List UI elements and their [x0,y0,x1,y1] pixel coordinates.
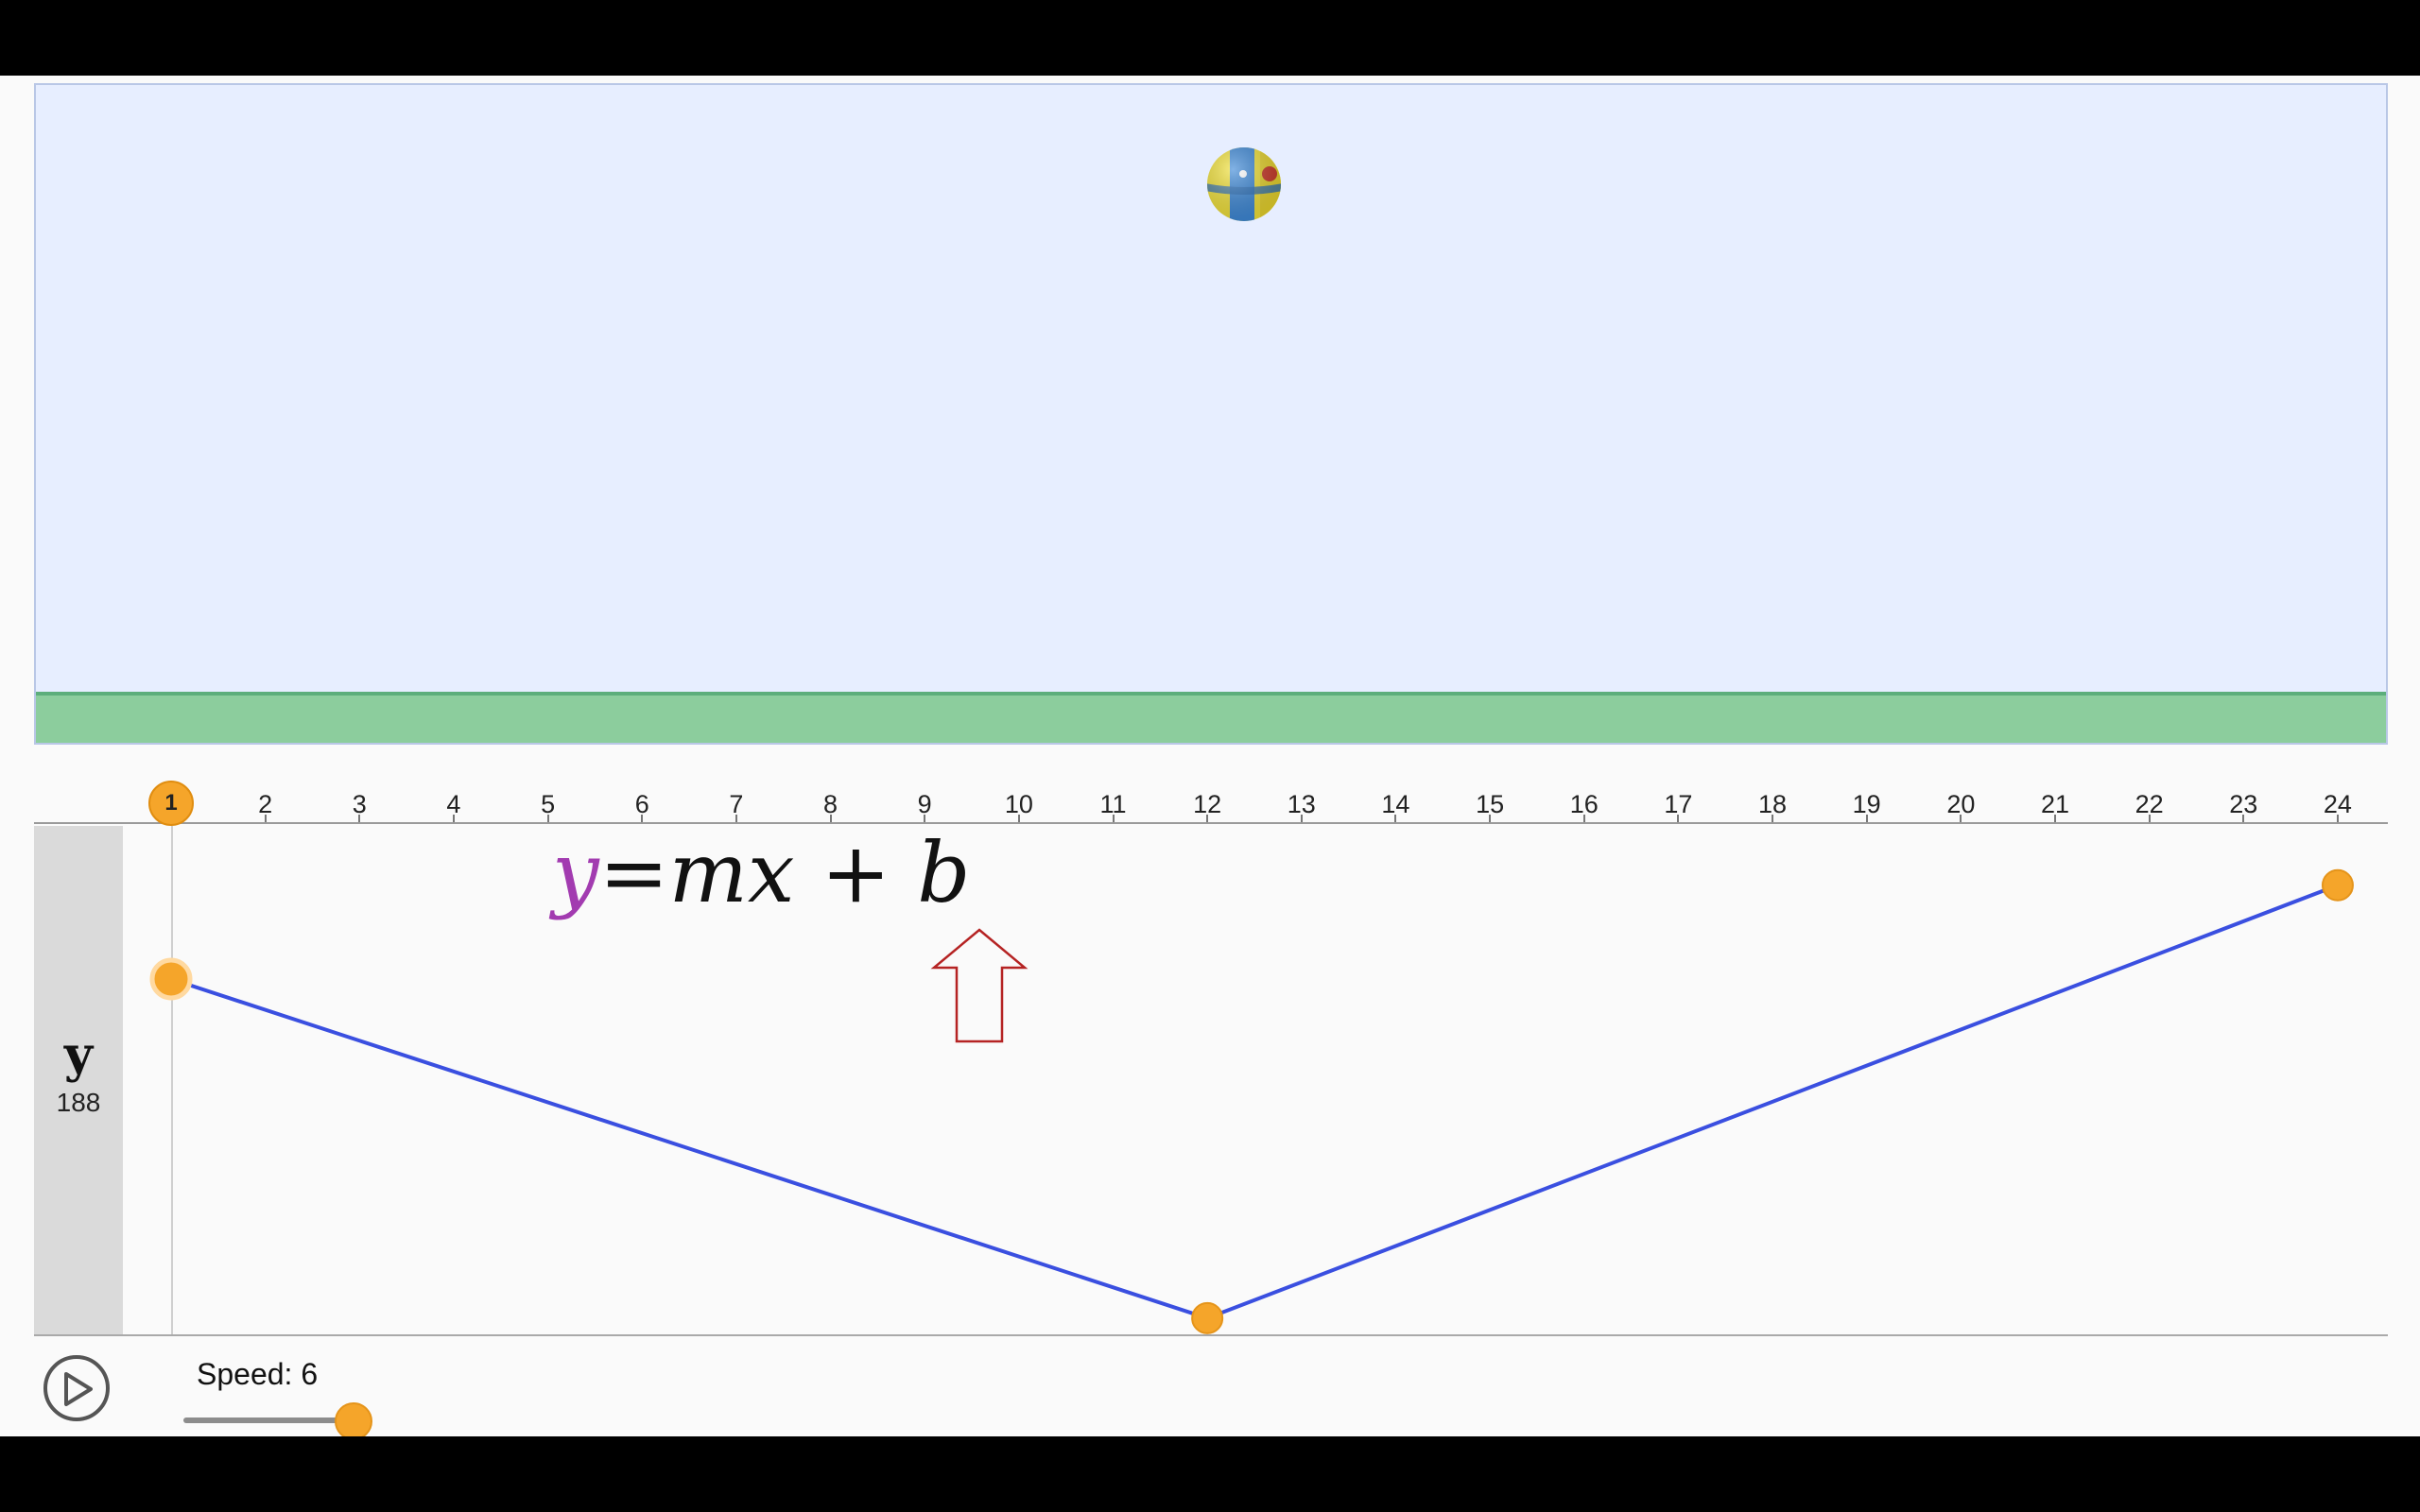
frame-tick-mark [1300,815,1303,822]
frame-ruler[interactable]: 2 3 4 5 6 7 8 9 10 11 12 13 14 15 16 17 18 19 20 21 22 23 24 1 [34,777,2388,826]
frame-tick-mark [735,815,737,822]
frame-tick-label[interactable]: 22 [2135,790,2164,818]
property-track[interactable]: y 188 y=mx + b [34,826,2388,1336]
frame-tick-label[interactable]: 8 [823,790,838,818]
beach-ball-icon [1207,147,1281,221]
frame-tick-label[interactable]: 24 [2323,790,2352,818]
speed-slider[interactable] [183,1402,372,1436]
equation-mx: =mx [599,826,795,921]
track-property-value: 188 [56,1088,101,1117]
play-icon [64,1372,93,1406]
current-frame-indicator[interactable]: 1 [148,781,194,826]
frame-tick-label[interactable]: 14 [1381,790,1410,818]
frame-tick-label[interactable]: 4 [446,790,461,818]
frame-tick-mark [1865,815,1868,822]
equation-b: + b [795,826,971,921]
frame-tick-label[interactable]: 10 [1004,790,1033,818]
keyframe-point[interactable] [1191,1301,1224,1334]
frame-tick-mark [546,815,549,822]
keyframe-point[interactable] [149,957,193,1001]
frame-tick-label[interactable]: 13 [1287,790,1316,818]
frame-tick-mark [1394,815,1397,822]
keyframe-point[interactable] [2321,868,2354,902]
equation-y: y [548,826,600,921]
frame-tick-mark [1112,815,1115,822]
frame-tick-mark [452,815,455,822]
speed-slider-track [183,1418,354,1423]
frame-tick-label[interactable]: 2 [258,790,273,818]
frame-tick-label[interactable]: 23 [2229,790,2258,818]
frame-tick-label[interactable]: 9 [917,790,932,818]
frame-tick-mark [1206,815,1209,822]
frame-tick-mark [1489,815,1492,822]
handwritten-annotation: y=mx + b [548,826,1028,1043]
frame-tick-mark [1582,815,1585,822]
track-property-name: y [63,1026,94,1084]
frame-tick-mark [829,815,832,822]
speed-slider-handle[interactable] [335,1402,372,1436]
play-button[interactable] [43,1355,110,1421]
frame-tick-label[interactable]: 21 [2040,790,2070,818]
frame-tick-mark [2336,815,2339,822]
frame-tick-mark [1017,815,1020,822]
letterbox-bar [0,1436,2420,1512]
speed-label: Speed: 6 [197,1357,319,1391]
frame-tick-label[interactable]: 3 [352,790,367,818]
frame-tick-mark [924,815,926,822]
frame-tick-mark [641,815,644,822]
frame-tick-label[interactable]: 18 [1758,790,1788,818]
frame-tick-label[interactable]: 6 [634,790,649,818]
frame-tick-label[interactable]: 5 [541,790,556,818]
frame-tick-label[interactable]: 20 [1946,790,1976,818]
frame-tick-mark [358,815,361,822]
frame-tick-mark [1772,815,1774,822]
frame-tick-label[interactable]: 11 [1099,790,1127,818]
track-line [170,883,2339,1321]
frame-tick-mark [1677,815,1680,822]
track-label: y 188 [34,826,123,1334]
frame-tick-label[interactable]: 7 [729,790,744,818]
frame-tick-label[interactable]: 15 [1476,790,1505,818]
svg-text:y=mx + b: y=mx + b [548,826,971,921]
frame-tick-mark [264,815,267,822]
frame-tick-mark [2242,815,2245,822]
ball[interactable] [1205,146,1283,223]
playback-controls: Speed: 6 [0,1338,2420,1436]
animation-editor: 2 3 4 5 6 7 8 9 10 11 12 13 14 15 16 17 18 19 20 21 22 23 24 1… [0,76,2420,1436]
frame-tick-mark [2148,815,2151,822]
up-arrow-icon [930,928,1028,1043]
ground [36,692,2386,743]
frame-tick-label[interactable]: 17 [1664,790,1693,818]
animation-stage [34,83,2388,745]
frame-tick-mark [2054,815,2056,822]
frame-tick-label[interactable]: 12 [1193,790,1222,818]
playhead[interactable] [171,826,173,1334]
frame-tick-mark [1960,815,1962,822]
frame-tick-label[interactable]: 19 [1852,790,1881,818]
keyframe-graph[interactable]: y=mx + b [34,826,2388,1336]
frame-tick-label[interactable]: 16 [1569,790,1599,818]
